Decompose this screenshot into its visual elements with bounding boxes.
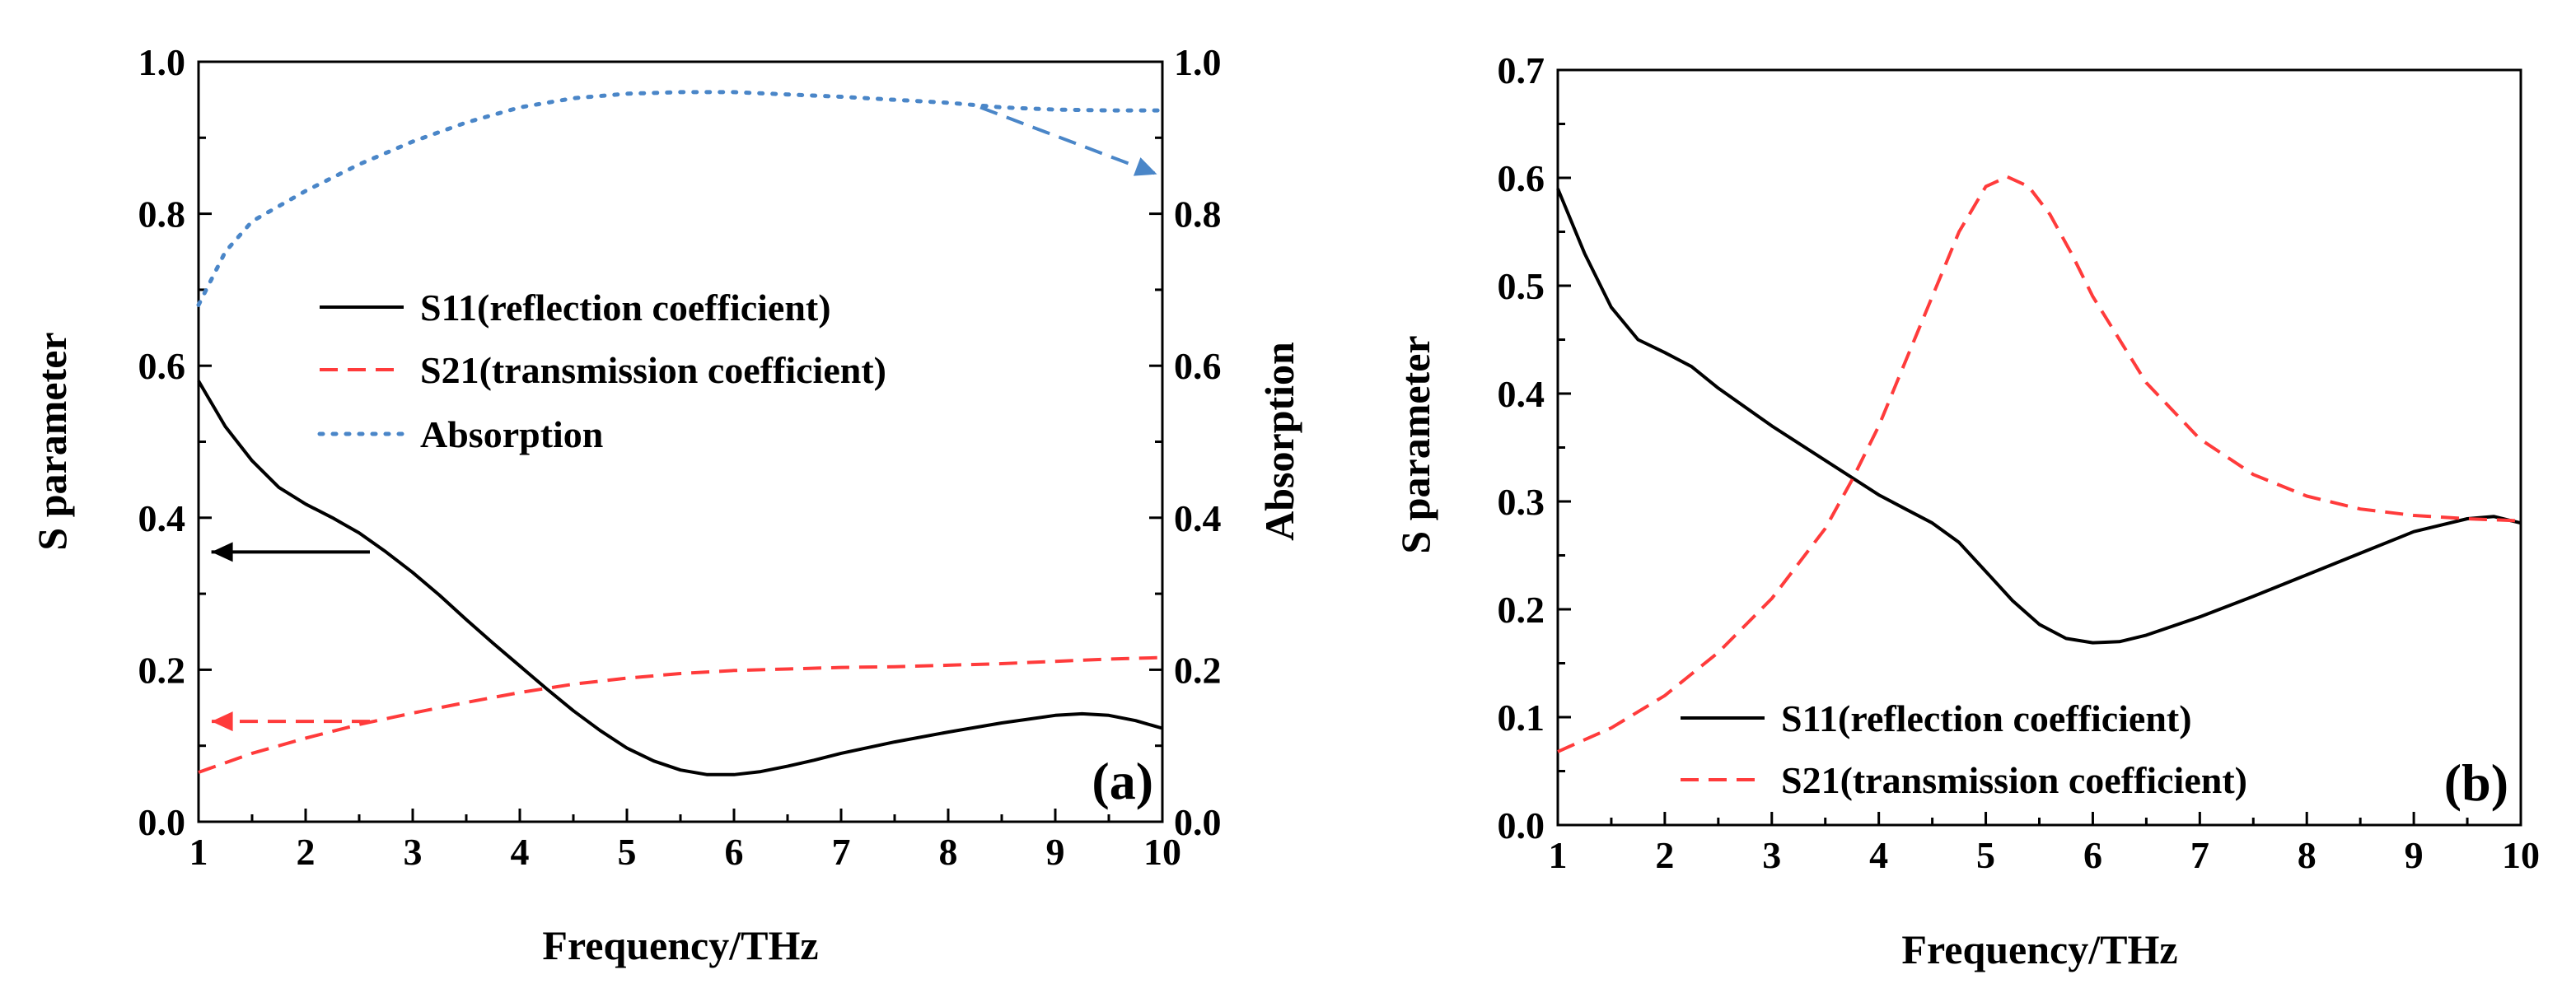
panel-b-x-ticks: 1 2 3 4 5 6 7 8 9 10 bbox=[1549, 812, 2540, 876]
x-tick-label: 5 bbox=[618, 831, 637, 873]
right-y-tick-label: 0.6 bbox=[1174, 345, 1222, 387]
x-tick-label: 1 bbox=[189, 831, 208, 873]
y-tick-label: 0.5 bbox=[1498, 265, 1545, 307]
arrow-s11-head bbox=[211, 542, 233, 562]
arrow-absorption-shaft bbox=[979, 105, 1158, 176]
right-y-tick-label: 0.2 bbox=[1174, 649, 1222, 691]
panel-b-legend: S11(reflection coefficient) S21(transmis… bbox=[1681, 697, 2247, 801]
x-tick-label: 5 bbox=[1976, 834, 1995, 876]
panel-a-legend: S11(reflection coefficient) S21(transmis… bbox=[317, 287, 886, 455]
x-tick-label: 6 bbox=[725, 831, 744, 873]
x-tick-label: 3 bbox=[1762, 834, 1781, 876]
y-tick-label: 0.6 bbox=[138, 345, 186, 387]
y-tick-label: 0.3 bbox=[1498, 481, 1545, 523]
y-tick-label: 0.8 bbox=[138, 193, 186, 235]
x-tick-label: 7 bbox=[832, 831, 851, 873]
series-line-s21 bbox=[1557, 175, 2522, 753]
series-line-s11 bbox=[197, 380, 1163, 776]
y-tick-label: 0.2 bbox=[1498, 589, 1545, 631]
x-tick-label: 2 bbox=[297, 831, 316, 873]
x-tick-label: 10 bbox=[1143, 831, 1181, 873]
legend-label-s21: S21(transmission coefficient) bbox=[420, 349, 886, 391]
panel-a-y-ticks: 0.0 0.2 0.4 0.6 0.8 1.0 bbox=[138, 41, 212, 843]
series-line-s21 bbox=[198, 655, 1163, 774]
x-tick-label: 7 bbox=[2190, 834, 2209, 876]
x-tick-label: 2 bbox=[1655, 834, 1674, 876]
panel-a-label: (a) bbox=[1092, 752, 1153, 810]
x-tick-label: 10 bbox=[2502, 834, 2540, 876]
panel-a-y-axis-title: S parameter bbox=[29, 332, 75, 550]
legend-label-s21: S21(transmission coefficient) bbox=[1781, 759, 2247, 801]
x-tick-label: 9 bbox=[1046, 831, 1065, 873]
panel-b-series bbox=[1556, 175, 2522, 753]
right-y-tick-label: 0.0 bbox=[1174, 801, 1222, 843]
panel-a-right-y-ticks: 0.0 0.2 0.4 0.6 0.8 1.0 bbox=[1149, 41, 1222, 843]
right-y-tick-label: 0.8 bbox=[1174, 193, 1222, 235]
panel-b-label: (b) bbox=[2444, 753, 2508, 812]
x-tick-label: 4 bbox=[511, 831, 530, 873]
panel-b-y-axis-title: S parameter bbox=[1392, 335, 1438, 553]
x-tick-label: 1 bbox=[1549, 834, 1568, 876]
panel-a-annotation-arrows bbox=[211, 105, 1158, 732]
panel-a-chart: 1 2 3 4 5 6 7 8 9 10 0.0 0.2 0.4 0.6 0.8 1.0 0.0 0.2 0.4… bbox=[29, 41, 1302, 968]
legend-label-s11: S11(reflection coefficient) bbox=[1781, 697, 2192, 739]
panel-b-x-axis-title: Frequency/THz bbox=[1901, 926, 2177, 972]
y-tick-label: 1.0 bbox=[138, 41, 186, 83]
panel-a-series bbox=[196, 90, 1165, 776]
right-y-tick-label: 0.4 bbox=[1174, 497, 1222, 539]
y-tick-label: 0.1 bbox=[1498, 697, 1545, 739]
arrow-s21-head bbox=[211, 711, 233, 732]
panel-a-right-y-axis-title: Absorption bbox=[1256, 342, 1302, 541]
y-tick-label: 0.0 bbox=[138, 801, 186, 843]
x-tick-label: 8 bbox=[939, 831, 958, 873]
y-tick-label: 0.7 bbox=[1498, 49, 1545, 91]
x-tick-label: 3 bbox=[404, 831, 423, 873]
legend-label-s11: S11(reflection coefficient) bbox=[420, 287, 831, 329]
arrow-absorption-head bbox=[1133, 157, 1157, 176]
panel-b-y-ticks: 0.0 0.1 0.2 0.3 0.4 0.5 0.6 0.7 bbox=[1498, 49, 1571, 846]
legend-label-absorption: Absorption bbox=[420, 413, 603, 455]
x-tick-label: 4 bbox=[1869, 834, 1888, 876]
panel-a-x-axis-title: Frequency/THz bbox=[542, 922, 818, 968]
y-tick-label: 0.4 bbox=[1498, 373, 1545, 415]
series-line-absorption bbox=[196, 90, 1165, 307]
series-line-s11 bbox=[1556, 188, 2522, 645]
y-tick-label: 0.4 bbox=[138, 497, 186, 539]
x-tick-label: 8 bbox=[2298, 834, 2317, 876]
x-tick-label: 9 bbox=[2405, 834, 2424, 876]
panel-a-x-ticks: 1 2 3 4 5 6 7 8 9 10 bbox=[189, 809, 1181, 873]
y-tick-label: 0.2 bbox=[138, 649, 186, 691]
y-tick-label: 0.6 bbox=[1498, 157, 1545, 199]
x-tick-label: 6 bbox=[2083, 834, 2102, 876]
y-tick-label: 0.0 bbox=[1498, 804, 1545, 846]
right-y-tick-label: 1.0 bbox=[1174, 41, 1222, 83]
panel-b-chart: 1 2 3 4 5 6 7 8 9 10 0.0 0.1 0.2 0.3 0.4 0.5 0.6 0.7 Fre… bbox=[1392, 49, 2540, 972]
panel-a-plot-frame bbox=[197, 60, 1164, 823]
